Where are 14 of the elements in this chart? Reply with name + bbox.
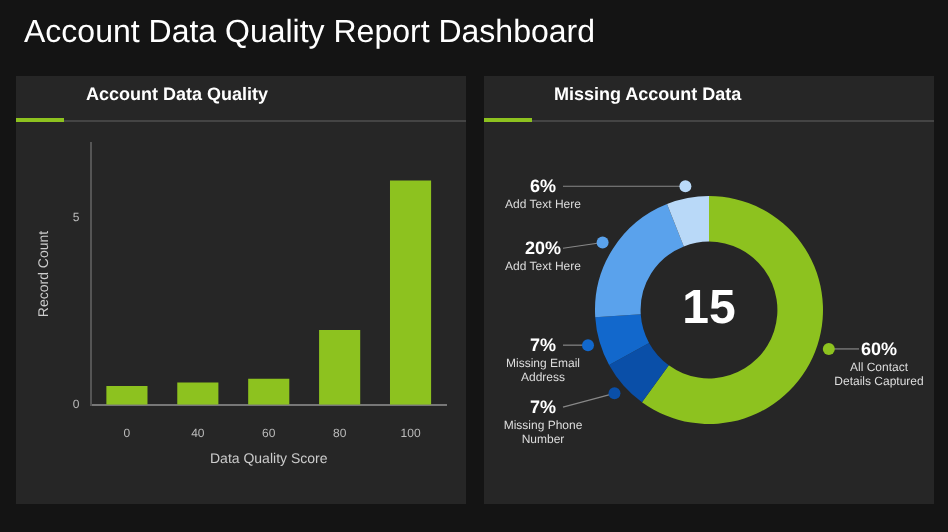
- text: 15: [682, 281, 736, 336]
- bar: [248, 378, 290, 405]
- bar: [319, 330, 361, 405]
- data-label: 6%: [529, 176, 557, 197]
- chart-title: Missing Account Data: [484, 76, 934, 122]
- data-label: 7%: [529, 335, 557, 356]
- chart-title: Account Data Quality: [16, 76, 466, 122]
- bar: [389, 180, 432, 405]
- data-label: 7%: [529, 397, 557, 418]
- text: Account Data Quality Report Dashboard: [24, 16, 595, 52]
- data-label: 20%: [524, 238, 562, 259]
- data-label: 60%: [860, 338, 898, 359]
- bar: [106, 386, 148, 405]
- bar: [177, 382, 219, 405]
